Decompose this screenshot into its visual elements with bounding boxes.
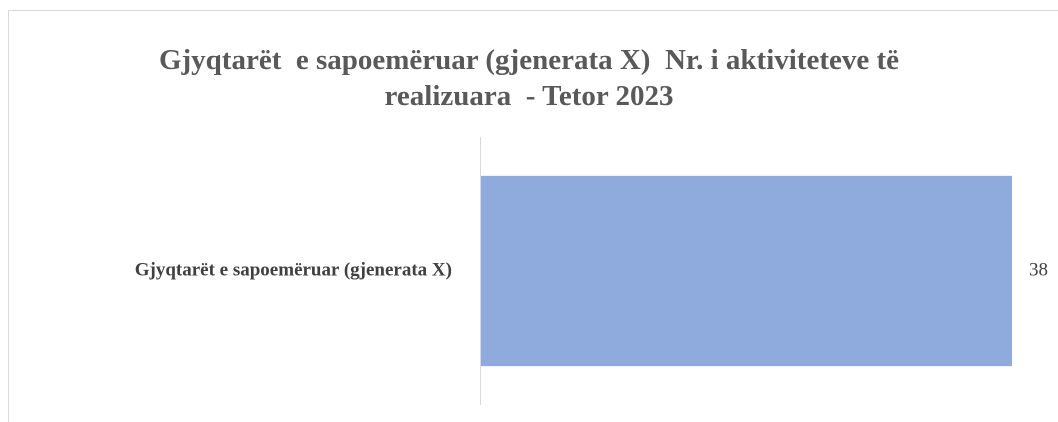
chart-frame bbox=[8, 10, 1058, 422]
bar bbox=[480, 175, 1012, 367]
chart-title: Gjyqtarët e sapoemëruar (gjenerata X) Nr… bbox=[158, 44, 907, 112]
y-tick-label: Gjyqtarët e sapoemëruar (gjenerata X) bbox=[135, 259, 452, 280]
value-label: 38 bbox=[1029, 259, 1048, 280]
